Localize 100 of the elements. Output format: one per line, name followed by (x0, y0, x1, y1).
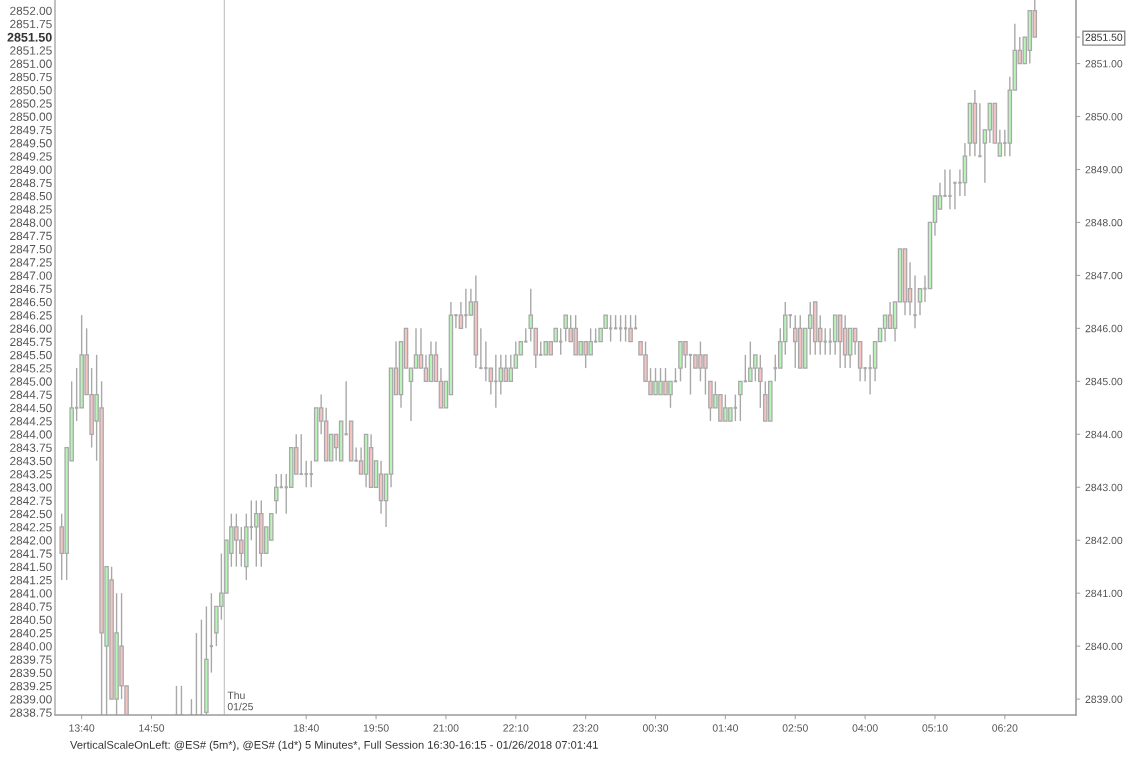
x-tick-label: 19:50 (363, 724, 389, 732)
y-tick-label: 2844.75 (10, 390, 52, 399)
y-tick-label: 2849.25 (10, 152, 52, 161)
x-tick-label: 14:50 (139, 724, 165, 732)
y-tick-label: 2850.25 (10, 99, 52, 108)
y-tick-label: 2841.50 (10, 562, 52, 572)
y-tick-label: 2847.25 (10, 258, 52, 267)
y2-tick-label: 2849.00 (1085, 165, 1123, 174)
x-tick-label: 05:10 (922, 724, 948, 732)
y-tick-label: 2847.75 (10, 231, 52, 241)
y-tick-label: 2842.00 (10, 536, 52, 545)
y-tick-label: 2840.25 (10, 628, 52, 638)
candlestick (273, 473, 279, 515)
candlestick (508, 354, 514, 383)
y-tick-label: 2841.00 (10, 589, 52, 598)
candlestick (738, 380, 743, 422)
y2-tick-label: 2845.00 (1085, 377, 1123, 386)
y2-tick-label: 2848.00 (1085, 218, 1123, 227)
y-tick-label: 2845.00 (10, 377, 52, 386)
candlestick (498, 354, 504, 396)
y-tick-label: 2851.50 (7, 32, 52, 42)
candlestick (458, 301, 464, 330)
y2-tick-label: 2840.00 (1085, 642, 1123, 651)
y-tick-label: 2850.50 (10, 86, 52, 95)
x-tick-label: 00:30 (642, 724, 669, 732)
y-tick-label: 2846.25 (10, 311, 52, 320)
y-tick-label: 2849.75 (10, 125, 52, 135)
y-tick-label: 2846.75 (10, 284, 52, 294)
candlestick (628, 314, 633, 343)
y-tick-label: 2844.50 (10, 403, 52, 413)
candlestick (947, 168, 953, 210)
y-tick-label: 2842.50 (10, 509, 52, 519)
y-tick-label: 2845.75 (10, 337, 52, 347)
y2-tick-label: 2846.00 (1085, 324, 1123, 333)
y-tick-label: 2846.50 (10, 297, 52, 307)
y-tick-label: 2839.25 (10, 681, 52, 691)
y-tick-label: 2842.25 (10, 523, 52, 532)
x-tick-label: 21:00 (433, 724, 459, 732)
y-tick-label: 2843.50 (10, 456, 52, 466)
x-tick-label: 04:00 (852, 724, 878, 732)
y-tick-label: 2839.75 (10, 655, 52, 664)
y-tick-label: 2851.75 (10, 19, 52, 29)
annotation: Thu 01/25 (227, 691, 253, 711)
y2-tick-label: 2839.00 (1085, 695, 1123, 703)
y-tick-label: 2847.00 (10, 271, 52, 280)
x-tick-label: 02:50 (782, 724, 808, 732)
y2-tick-label: 2851.50 (1085, 33, 1123, 41)
candlestick (882, 314, 888, 343)
candlestick (503, 354, 509, 383)
candlestick (952, 181, 958, 210)
y2-tick-label: 2847.00 (1085, 271, 1123, 280)
y-tick-label: 2843.75 (10, 443, 52, 452)
x-tick-label: 01:40 (712, 724, 739, 732)
candlestick (483, 340, 489, 383)
y-tick-label: 2843.00 (10, 483, 52, 492)
x-tick-label: 18:40 (293, 724, 319, 732)
y-tick-label: 2845.50 (10, 350, 52, 360)
y2-tick-label: 2850.00 (1085, 113, 1123, 121)
y2-tick-label: 2841.00 (1085, 589, 1123, 598)
y-tick-label: 2843.25 (10, 470, 52, 479)
y-tick-label: 2852.00 (10, 6, 52, 15)
y-tick-label: 2840.50 (10, 615, 52, 625)
y-tick-label: 2847.50 (10, 244, 52, 254)
x-tick-label: 13:40 (69, 724, 95, 732)
y2-tick-label: 2843.00 (1085, 483, 1123, 492)
y-tick-label: 2848.25 (10, 205, 52, 214)
x-tick-label: 23:20 (573, 724, 599, 732)
y-tick-label: 2839.00 (10, 695, 52, 704)
candlestick (917, 287, 923, 316)
y-tick-label: 2841.75 (10, 549, 52, 558)
y-tick-label: 2848.75 (10, 178, 52, 188)
candlestick (977, 102, 983, 158)
x-tick-label: 22:10 (503, 724, 529, 732)
candlestick (488, 367, 494, 396)
y-tick-label: 2840.00 (10, 642, 52, 651)
y-tick-label: 2844.00 (10, 430, 52, 439)
x-tick-label: 06:20 (992, 724, 1018, 732)
y-tick-label: 2846.00 (10, 324, 52, 333)
y-tick-label: 2851.00 (10, 59, 52, 68)
y-tick-label: 2848.00 (10, 218, 52, 227)
y-tick-label: 2839.50 (10, 668, 52, 678)
y-tick-label: 2851.25 (10, 46, 52, 55)
y-tick-label: 2841.25 (10, 575, 52, 585)
candlestick (478, 327, 484, 370)
y-tick-label: 2842.75 (10, 496, 52, 505)
candlestick (463, 287, 469, 330)
candlestick (912, 274, 918, 330)
y-tick-label: 2838.75 (10, 708, 52, 717)
text: VerticalScaleOnLeft: @ES# (5m*), @ES# (1d*) 5 Minutes*, Full Session 16:30-16:15 - 01/26/2018 07:01:41 (70, 740, 598, 751)
y-tick-label: 2849.00 (10, 165, 52, 174)
y-tick-label: 2845.25 (10, 364, 52, 373)
y2-tick-label: 2851.00 (1085, 60, 1123, 68)
y-tick-label: 2850.75 (10, 72, 52, 82)
y-tick-label: 2849.50 (10, 139, 52, 148)
y-tick-label: 2844.25 (10, 417, 52, 426)
y2-tick-label: 2844.00 (1085, 430, 1123, 439)
y-tick-label: 2840.75 (10, 602, 52, 611)
y-tick-label: 2850.00 (10, 112, 52, 121)
candlestick (423, 354, 429, 383)
y-tick-label: 2848.50 (10, 192, 52, 201)
